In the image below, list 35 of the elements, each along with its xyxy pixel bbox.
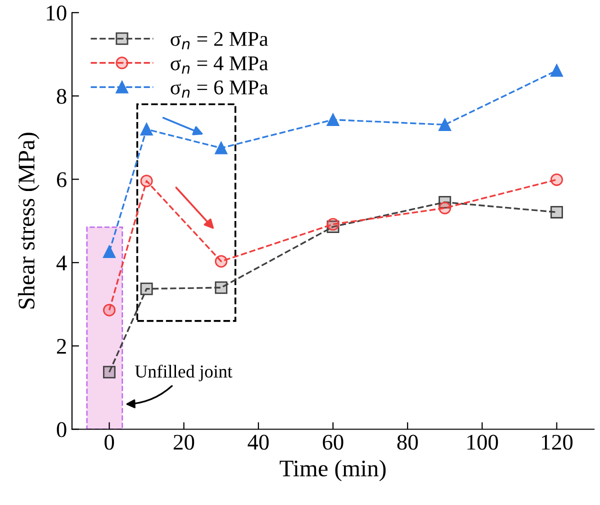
x-tick-label: 0 — [104, 434, 114, 450]
point — [103, 304, 116, 316]
point — [550, 206, 563, 218]
point — [438, 202, 452, 214]
point — [550, 64, 563, 77]
point — [326, 218, 340, 231]
point — [103, 246, 116, 258]
x-tick-label: 120 — [542, 434, 573, 450]
x-tick-label: 60 — [322, 434, 344, 450]
y-tick-label: 2 — [57, 338, 66, 354]
point — [140, 282, 153, 296]
x-tick-label: 20 — [174, 434, 194, 450]
x-tick-label: 80 — [397, 434, 418, 450]
annotation: Unfilled joint — [135, 364, 232, 382]
x-tick-label: 40 — [248, 434, 269, 450]
point — [214, 255, 228, 268]
legend-label: σ$_{n}$ = 2 MPa — [170, 32, 268, 50]
y-tick-label: 6 — [56, 172, 66, 188]
point — [438, 118, 452, 131]
point — [140, 123, 153, 136]
y-tick-label: 0 — [56, 422, 66, 438]
point — [103, 366, 116, 378]
point — [326, 113, 340, 126]
y-axis-title: Shear stress (MPa) — [18, 132, 40, 309]
point — [140, 174, 153, 188]
x-tick-label: 100 — [467, 434, 498, 450]
point — [214, 281, 228, 294]
y-tick-label: 10 — [46, 6, 66, 21]
point — [550, 173, 563, 186]
x-axis-title: Time (min) — [280, 460, 386, 482]
legend-label: σ$_{n}$ = 4 MPa — [170, 56, 268, 74]
y-tick-label: 4 — [56, 256, 67, 270]
point — [214, 142, 228, 154]
y-tick-label: 8 — [56, 88, 66, 104]
legend-label: σ$_{n}$ = 6 MPa — [170, 80, 268, 98]
